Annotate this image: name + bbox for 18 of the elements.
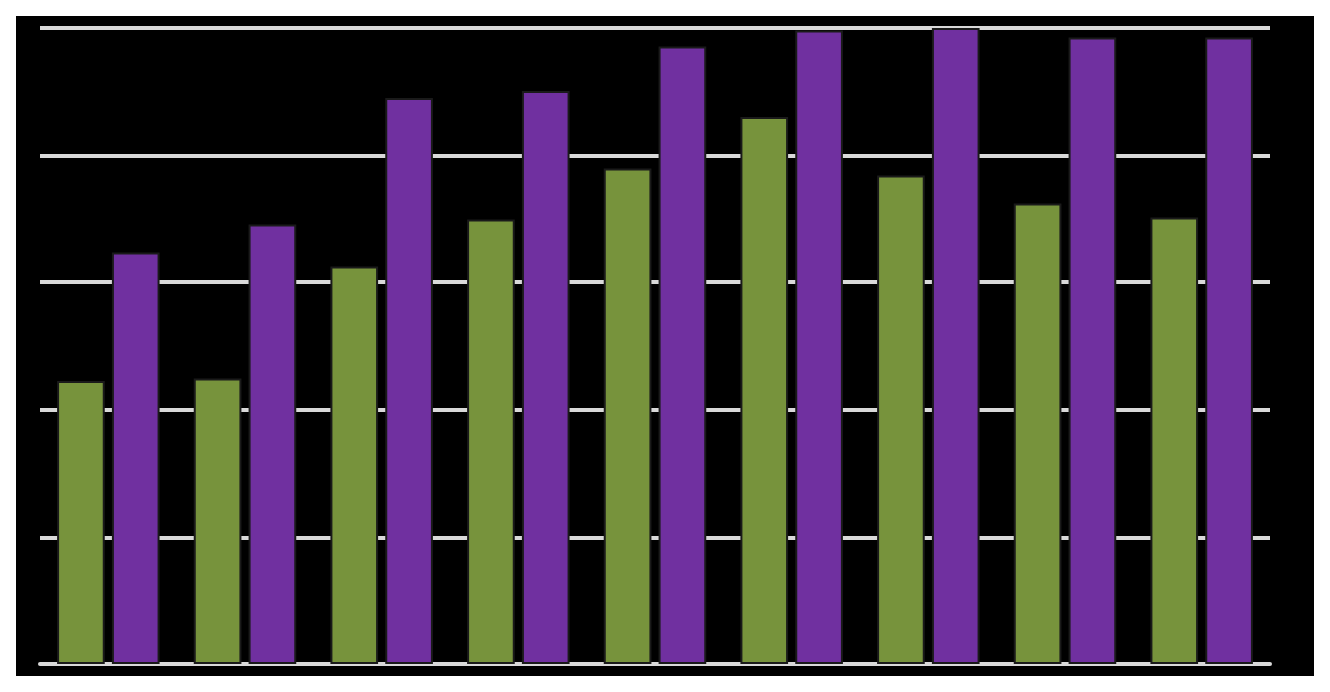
- bar: [1068, 37, 1117, 664]
- bar: [385, 97, 433, 664]
- bar: [1013, 203, 1062, 664]
- bar: [467, 219, 515, 664]
- bar: [931, 28, 980, 664]
- bar: [521, 90, 570, 664]
- bar: [1150, 217, 1199, 664]
- bar: [658, 46, 707, 664]
- bar: [330, 266, 379, 664]
- bar: [603, 168, 652, 664]
- bar: [193, 378, 242, 664]
- bar: [1205, 37, 1253, 664]
- bar: [877, 175, 925, 664]
- bar: [57, 380, 105, 664]
- bar: [795, 30, 843, 664]
- bar: [111, 252, 160, 664]
- bar: [740, 117, 789, 664]
- bar: [248, 224, 297, 664]
